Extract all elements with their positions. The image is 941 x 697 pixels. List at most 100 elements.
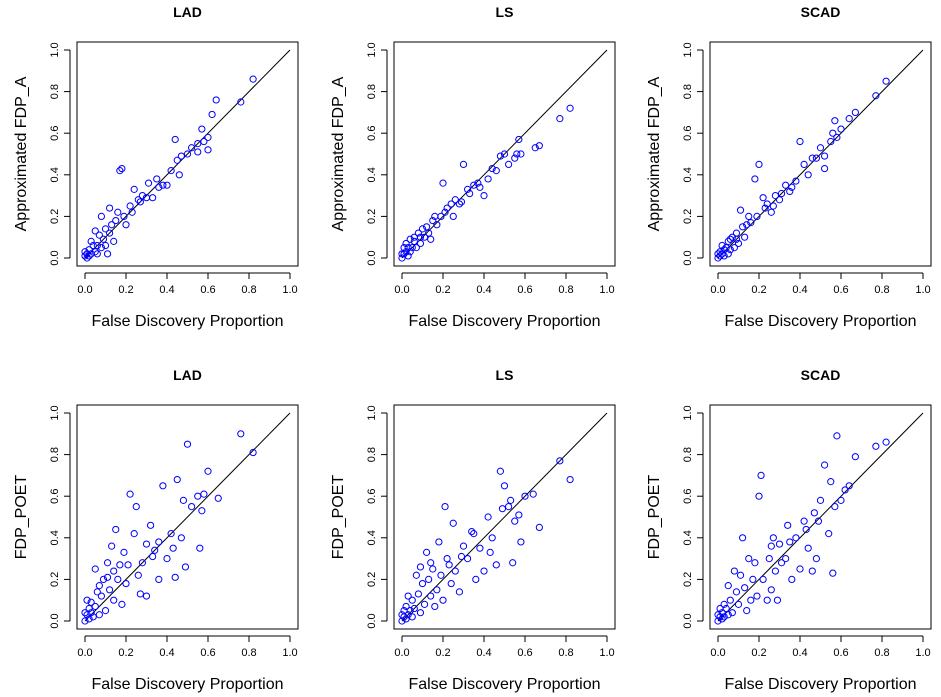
data-point (720, 246, 728, 254)
data-point (93, 241, 101, 250)
data-point (93, 250, 101, 258)
data-point (398, 254, 406, 262)
panel-title: SCAD (801, 367, 841, 383)
x-tick-label: 1.0 (599, 284, 614, 296)
data-point (188, 144, 196, 152)
data-point (759, 575, 767, 584)
data-point (455, 588, 463, 596)
data-point (882, 438, 890, 446)
data-point (142, 592, 151, 600)
data-point (106, 229, 114, 237)
data-point (101, 607, 110, 615)
data-point (812, 555, 821, 563)
data-point (196, 544, 204, 552)
data-point (427, 559, 435, 567)
data-point (470, 530, 478, 538)
data-point (882, 77, 890, 85)
x-tick-label: 1.0 (282, 284, 297, 296)
data-point (99, 575, 108, 584)
data-point (110, 596, 118, 604)
y-tick-label: 0.4 (366, 530, 378, 545)
x-tick-label: 0.4 (159, 647, 174, 659)
data-point (814, 517, 823, 525)
data-point (767, 586, 775, 594)
y-tick-label: 0.4 (682, 530, 694, 545)
x-tick-label: 0.4 (476, 284, 491, 296)
data-point (408, 244, 416, 252)
data-point (427, 592, 435, 600)
data-point (183, 150, 192, 158)
x-tick-label: 0.4 (159, 284, 174, 296)
data-point (414, 229, 422, 237)
data-point (93, 588, 101, 596)
data-point (406, 248, 414, 256)
x-tick-label: 0.6 (200, 647, 215, 659)
data-point (730, 244, 739, 252)
y-tick-label: 0.8 (49, 84, 61, 99)
data-point (747, 596, 755, 604)
data-point (155, 575, 163, 584)
data-point (147, 521, 155, 529)
data-point (724, 582, 732, 590)
data-point (167, 167, 175, 175)
data-point (398, 250, 406, 258)
data-point (788, 183, 796, 191)
data-point (402, 239, 410, 248)
x-tick-label: 0.8 (874, 284, 889, 296)
x-axis-label: False Discovery Proportion (91, 676, 283, 693)
data-point (91, 248, 99, 256)
data-point (488, 164, 496, 173)
data-point (431, 212, 439, 220)
data-point (466, 189, 474, 198)
data-point (103, 573, 112, 581)
data-point (87, 598, 95, 606)
data-point (188, 503, 196, 511)
data-point (198, 507, 206, 515)
data-point (441, 208, 449, 216)
y-tick-label: 0.0 (49, 613, 61, 628)
data-point (208, 110, 216, 119)
data-point (126, 202, 134, 210)
x-tick-label: 0.4 (476, 647, 491, 659)
y-tick-label: 0.8 (49, 447, 61, 462)
x-tick-label: 0.8 (558, 284, 573, 296)
data-point (83, 250, 91, 258)
data-point (128, 208, 136, 216)
x-axis-label: False Discovery Proportion (724, 676, 916, 693)
data-point (200, 137, 208, 146)
data-point (439, 596, 447, 604)
data-point (81, 248, 89, 256)
data-point (800, 517, 808, 525)
data-point (827, 137, 835, 146)
x-tick-label: 0.6 (517, 284, 532, 296)
y-tick-label: 0.8 (682, 84, 694, 99)
data-point (198, 125, 206, 133)
data-point (529, 490, 537, 498)
data-point (194, 492, 202, 500)
data-point (777, 559, 786, 567)
panel-title: LAD (173, 367, 202, 383)
data-point (149, 194, 157, 202)
data-point (505, 503, 513, 511)
y-axis-label: Approximated FDP_A (646, 76, 663, 231)
y-tick-label: 0.0 (366, 250, 378, 265)
data-point (175, 171, 183, 179)
data-point (443, 204, 451, 212)
data-point (484, 175, 492, 183)
data-point (408, 596, 416, 604)
y-axis-label: Approximated FDP_A (330, 76, 347, 231)
data-point (734, 239, 743, 248)
y-tick-label: 0.4 (49, 167, 61, 182)
data-point (827, 478, 835, 486)
data-point (782, 181, 790, 189)
data-point (821, 164, 829, 173)
data-point (433, 221, 441, 229)
data-point (447, 579, 455, 588)
data-point (169, 544, 177, 552)
data-point (177, 534, 185, 542)
data-point (404, 592, 412, 600)
data-point (97, 212, 106, 220)
data-point (112, 525, 120, 534)
reference-line (717, 412, 924, 622)
data-point (414, 590, 422, 598)
